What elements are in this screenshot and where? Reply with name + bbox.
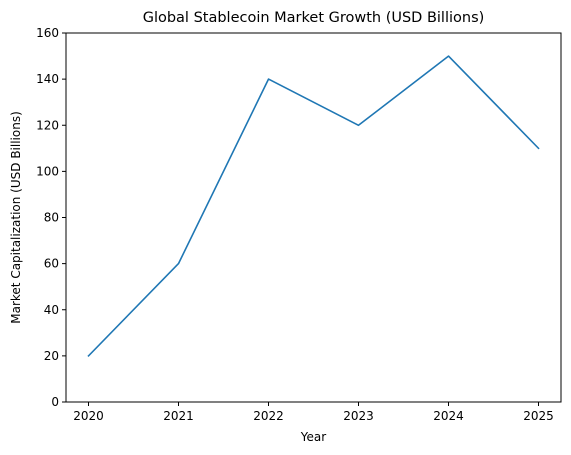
- y-tick-label: 140: [36, 72, 59, 86]
- x-tick-label: 2021: [163, 409, 194, 423]
- ticks-layer: 2020 2021 2022 2023 2024 2025 0 20 40 60 80 100 120 1…: [36, 26, 554, 423]
- series-layer: [87, 55, 540, 358]
- y-tick-label: 20: [44, 349, 59, 363]
- y-tick-label: 160: [36, 26, 59, 40]
- y-tick-label: 60: [44, 257, 59, 271]
- x-tick-label: 2023: [343, 409, 374, 423]
- series-line: [87, 55, 540, 358]
- x-tick-label: 2022: [253, 409, 284, 423]
- y-tick-label: 120: [36, 118, 59, 132]
- y-axis-label: Market Capitalization (USD Billions): [9, 111, 23, 324]
- x-tick-label: 2020: [73, 409, 104, 423]
- chart-title: Global Stablecoin Market Growth (USD Bil…: [143, 10, 485, 26]
- plot-frame: [65, 32, 562, 403]
- y-tick-label: 40: [44, 303, 59, 317]
- x-tick-label: 2025: [523, 409, 554, 423]
- x-tick-label: 2024: [433, 409, 464, 423]
- x-axis-label: Year: [300, 430, 326, 444]
- y-tick-label: 0: [51, 395, 59, 409]
- y-tick-label: 80: [44, 211, 59, 225]
- y-tick-label: 100: [36, 164, 59, 178]
